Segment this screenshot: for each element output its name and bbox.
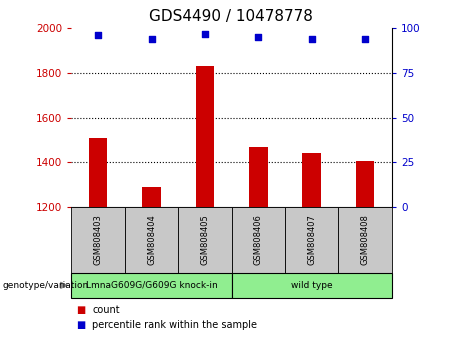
Text: GSM808405: GSM808405 (201, 215, 209, 265)
Text: percentile rank within the sample: percentile rank within the sample (92, 320, 257, 330)
Text: wild type: wild type (291, 281, 332, 290)
Point (148, 36, 155, 42)
Bar (89, 138, 107, 207)
Text: genotype/variation: genotype/variation (2, 281, 89, 290)
Text: ■: ■ (76, 320, 85, 330)
Text: LmnaG609G/G609G knock-in: LmnaG609G/G609G knock-in (86, 281, 218, 290)
Bar (142, 187, 161, 207)
Text: count: count (92, 306, 120, 315)
Text: GSM808408: GSM808408 (361, 215, 370, 265)
Text: GSM808406: GSM808406 (254, 215, 263, 265)
Text: ■: ■ (76, 306, 85, 315)
Bar (195, 66, 214, 207)
Point (254, 34, 262, 40)
Text: GSM808404: GSM808404 (147, 215, 156, 265)
Bar (249, 147, 268, 207)
Text: GSM808403: GSM808403 (94, 215, 103, 265)
Bar (356, 161, 374, 207)
Point (95, 33, 102, 38)
Text: GDS4490 / 10478778: GDS4490 / 10478778 (148, 9, 313, 24)
Point (361, 36, 369, 42)
Bar (302, 154, 321, 207)
Text: GSM808407: GSM808407 (307, 215, 316, 265)
Point (308, 36, 315, 42)
Point (201, 31, 209, 36)
